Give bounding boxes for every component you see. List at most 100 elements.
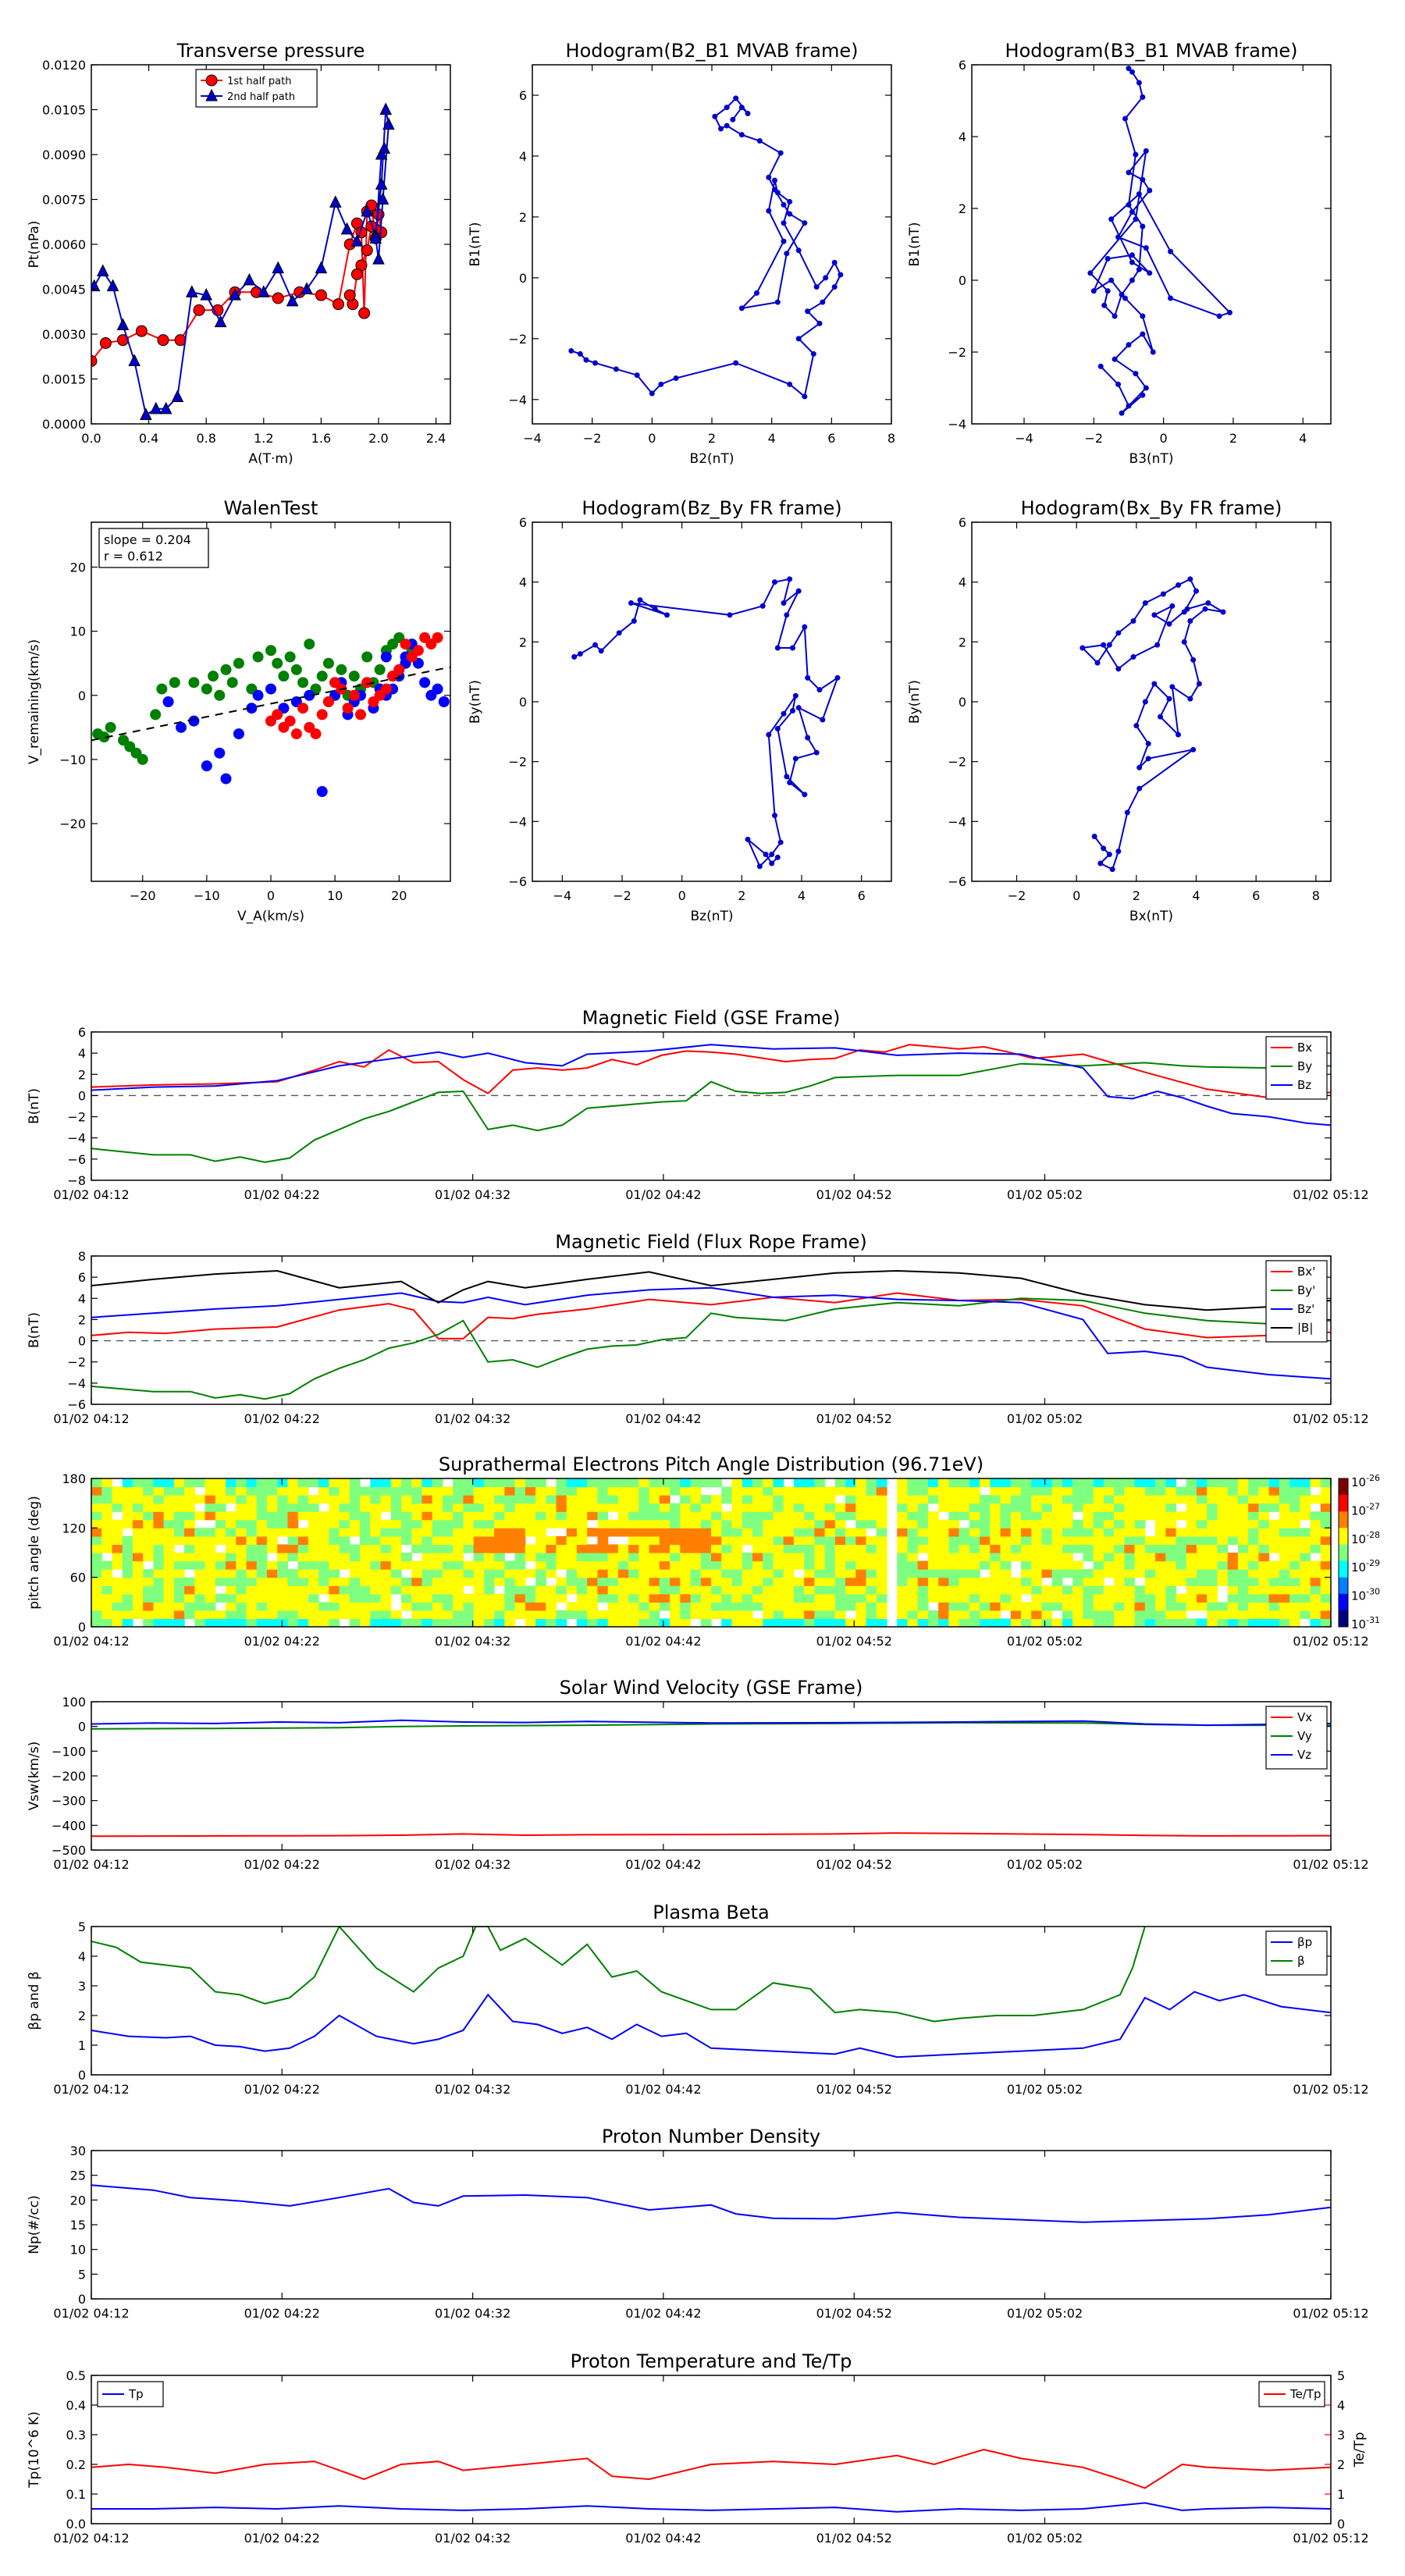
heatmap-cell <box>453 1610 464 1620</box>
data-point <box>1126 66 1132 72</box>
heatmap-cell <box>546 1593 557 1603</box>
data-point <box>1142 699 1148 705</box>
heatmap-cell <box>422 1519 433 1528</box>
heatmap-cell <box>91 1618 102 1627</box>
heatmap-cell <box>969 1511 980 1521</box>
scatter-point <box>432 683 443 695</box>
scatter-point <box>393 664 405 675</box>
heatmap-cell <box>649 1553 660 1562</box>
data-point <box>1133 151 1139 158</box>
heatmap-cell <box>731 1560 743 1570</box>
heatmap-cell <box>422 1577 433 1586</box>
heatmap-cell <box>731 1585 743 1595</box>
data-point <box>637 597 643 603</box>
x-tick-label: 01/02 05:02 <box>1007 1857 1083 1872</box>
heatmap-cell <box>1093 1495 1104 1504</box>
heatmap-cell <box>721 1602 733 1611</box>
heatmap-cell <box>959 1478 970 1488</box>
heatmap-cell <box>390 1535 402 1546</box>
heatmap-cell <box>339 1511 350 1521</box>
heatmap-cell <box>112 1528 123 1537</box>
heatmap-cell <box>876 1577 887 1586</box>
series-line-β <box>91 1927 1146 2023</box>
heatmap-cell <box>1248 1511 1259 1521</box>
heatmap-cell <box>938 1569 949 1578</box>
heatmap-cell <box>617 1560 629 1570</box>
scatter-point <box>297 703 309 714</box>
heatmap-cell <box>576 1569 588 1578</box>
data-point <box>1115 849 1122 855</box>
heatmap-cell <box>91 1593 102 1603</box>
scatter-point <box>380 683 392 695</box>
data-point <box>372 252 385 265</box>
heatmap-cell <box>587 1560 599 1570</box>
heatmap-cell <box>907 1535 919 1546</box>
heatmap-cell <box>793 1610 805 1620</box>
heatmap-cell <box>91 1544 102 1553</box>
heatmap-cell <box>731 1553 743 1562</box>
heatmap-cell <box>1207 1553 1218 1562</box>
heatmap-cell <box>1300 1478 1311 1488</box>
data-point <box>712 113 718 119</box>
heatmap-cell <box>1268 1593 1280 1603</box>
heatmap-cell <box>1268 1610 1280 1620</box>
heatmap-cell <box>607 1519 619 1528</box>
heatmap-cell <box>566 1503 578 1512</box>
scatter-point <box>188 715 200 727</box>
x-tick-label: 01/02 04:52 <box>816 1634 892 1649</box>
heatmap-cell <box>990 1528 1001 1537</box>
heatmap-cell <box>256 1535 268 1546</box>
heatmap-cell <box>1134 1593 1146 1603</box>
heatmap-cell <box>297 1610 309 1620</box>
x-tick-label: 01/02 05:12 <box>1293 2306 1368 2321</box>
scatter-point <box>284 651 296 663</box>
heatmap-cell <box>1217 1535 1229 1546</box>
heatmap-cell <box>339 1593 350 1603</box>
heatmap-cell <box>721 1535 733 1546</box>
heatmap-cell <box>1258 1486 1270 1496</box>
heatmap-cell <box>194 1560 206 1570</box>
heatmap-cell <box>494 1478 505 1488</box>
data-point <box>784 612 790 618</box>
x-tick-label: 0.0 <box>81 431 101 446</box>
heatmap-cell <box>329 1519 340 1528</box>
data-point <box>272 261 285 274</box>
heatmap-cell <box>1289 1577 1300 1586</box>
heatmap-cell <box>287 1544 299 1553</box>
heatmap-cell <box>411 1519 423 1528</box>
heatmap-cell <box>411 1511 423 1521</box>
heatmap-cell <box>866 1553 877 1562</box>
heatmap-cell <box>442 1569 454 1578</box>
heatmap-cell <box>339 1495 350 1504</box>
y-tick-label: −4 <box>67 1131 86 1146</box>
heatmap-cell <box>246 1503 258 1512</box>
heatmap-cell <box>659 1486 670 1496</box>
heatmap-cell <box>101 1560 113 1570</box>
heatmap-cell <box>1114 1511 1125 1521</box>
heatmap-cell <box>525 1495 536 1504</box>
heatmap-cell <box>948 1544 960 1553</box>
heatmap-cell <box>297 1593 309 1603</box>
heatmap-cell <box>834 1553 846 1562</box>
heatmap-cell <box>1083 1528 1094 1537</box>
x-tick-label: 01/02 05:02 <box>1007 2531 1083 2546</box>
heatmap-cell <box>504 1503 516 1512</box>
heatmap-cell <box>297 1535 309 1546</box>
heatmap-cell <box>680 1593 692 1603</box>
heatmap-cell <box>742 1503 753 1512</box>
heatmap-cell <box>845 1528 856 1537</box>
heatmap-cell <box>628 1610 639 1620</box>
heatmap-cell <box>1300 1569 1311 1578</box>
heatmap-cell <box>411 1618 423 1627</box>
heatmap-cell <box>897 1553 909 1562</box>
heatmap-cell <box>1031 1602 1043 1611</box>
heatmap-cell <box>215 1519 226 1528</box>
heatmap-cell <box>1062 1519 1073 1528</box>
colorbar-tick-base: 10 <box>1351 1589 1366 1603</box>
data-point <box>571 654 578 660</box>
heatmap-cell <box>483 1486 495 1496</box>
scatter-point <box>329 689 341 701</box>
heatmap-cell <box>866 1577 877 1586</box>
heatmap-cell <box>163 1618 175 1627</box>
heatmap-cell <box>980 1577 991 1586</box>
